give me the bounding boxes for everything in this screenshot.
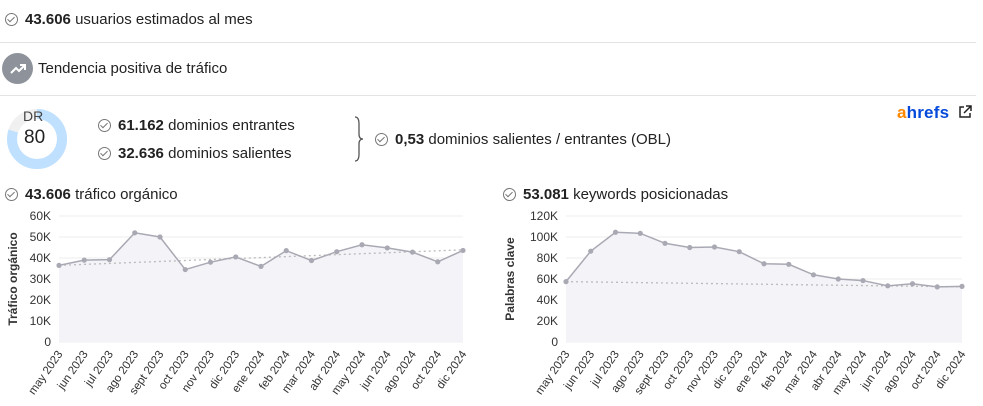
- data-point[interactable]: [56, 262, 62, 268]
- trending-up-icon: [2, 53, 33, 84]
- external-link-icon: [959, 105, 972, 118]
- y-tick-label: 10K: [30, 314, 51, 328]
- x-tick-label: may 2023: [27, 349, 66, 397]
- data-point[interactable]: [308, 257, 315, 264]
- traffic-label: tráfico orgánico: [75, 186, 178, 203]
- traffic-value: 43.606: [25, 186, 71, 203]
- obl-value: 0,53: [395, 131, 425, 148]
- dr-gauge-fill: [7, 109, 67, 169]
- data-point[interactable]: [435, 259, 441, 265]
- data-point[interactable]: [835, 276, 841, 282]
- data-point[interactable]: [106, 257, 113, 263]
- data-point[interactable]: [588, 248, 594, 254]
- y-axis-label: Palabras clave: [503, 237, 517, 321]
- y-tick-label: 40K: [30, 251, 51, 265]
- check-circle-icon: [5, 13, 18, 26]
- keywords-header: 53.081 keywords posicionadas: [503, 186, 728, 203]
- data-point[interactable]: [81, 257, 87, 263]
- dr-label: DR: [23, 108, 44, 124]
- data-point[interactable]: [637, 230, 643, 236]
- brace-icon: [354, 116, 364, 162]
- y-tick-label: 20K: [30, 293, 51, 307]
- data-point[interactable]: [207, 259, 214, 265]
- incoming-domains-value: 61.162: [118, 117, 164, 134]
- check-circle-icon: [503, 188, 516, 201]
- data-point[interactable]: [612, 229, 619, 235]
- check-circle-icon: [98, 147, 111, 160]
- data-point[interactable]: [384, 245, 390, 251]
- keywords-value: 53.081: [523, 186, 569, 203]
- traffic-header: 43.606 tráfico orgánico: [5, 186, 178, 203]
- trend-line: [58, 249, 464, 266]
- check-circle-icon: [375, 133, 388, 146]
- series-area: [59, 232, 463, 342]
- y-tick-label: 20K: [537, 314, 558, 328]
- data-point[interactable]: [563, 279, 569, 285]
- incoming-domains-label: dominios entrantes: [168, 117, 295, 134]
- data-point[interactable]: [409, 249, 416, 255]
- keywords-chart: Palabras clave 0 20K 40K 60K 80K 100K 120K may 2…: [503, 209, 969, 397]
- monthly-users-row: 43.606 usuarios estimados al mes: [5, 11, 253, 28]
- data-point[interactable]: [132, 230, 138, 236]
- data-point[interactable]: [786, 261, 792, 267]
- dr-value: 80: [24, 127, 46, 148]
- traffic-chart: Tráfico orgánico 0 10K 20K 30K 40K 50K 60K may 2…: [6, 209, 470, 397]
- y-tick-label: 60K: [30, 209, 51, 223]
- check-circle-icon: [5, 188, 18, 201]
- ahrefs-logo-text: hrefs: [906, 103, 950, 122]
- divider: [0, 95, 976, 96]
- data-point[interactable]: [258, 263, 264, 269]
- data-point[interactable]: [885, 283, 891, 289]
- trend-row: Tendencia positiva de tráfico: [2, 53, 227, 84]
- y-tick-label: 80K: [537, 251, 558, 265]
- data-point[interactable]: [157, 234, 163, 240]
- y-tick-label: 30K: [30, 272, 51, 286]
- data-point[interactable]: [687, 244, 693, 251]
- outgoing-domains-row: 32.636 dominios salientes: [98, 145, 291, 162]
- incoming-domains-row: 61.162 dominios entrantes: [98, 117, 295, 134]
- data-point[interactable]: [860, 277, 866, 284]
- y-tick-label: 0: [551, 335, 558, 349]
- obl-row: 0,53 dominios salientes / entrantes (OBL…: [375, 131, 671, 148]
- y-tick-label: 120K: [530, 209, 558, 223]
- outgoing-domains-label: dominios salientes: [168, 145, 292, 162]
- check-circle-icon: [98, 119, 111, 132]
- keywords-label: keywords posicionadas: [573, 186, 729, 203]
- data-point[interactable]: [711, 244, 718, 250]
- x-tick-label: may 2023: [534, 349, 573, 397]
- y-tick-label: 60K: [537, 272, 558, 286]
- obl-label: dominios salientes / entrantes (OBL): [428, 131, 671, 148]
- data-point[interactable]: [909, 281, 916, 287]
- y-tick-label: 50K: [30, 230, 51, 244]
- ahrefs-logo-accent: a: [897, 103, 907, 122]
- divider: [0, 42, 976, 43]
- data-point[interactable]: [283, 248, 289, 254]
- y-tick-label: 0: [44, 335, 51, 349]
- y-tick-label: 100K: [530, 230, 558, 244]
- data-point[interactable]: [810, 272, 817, 278]
- data-point[interactable]: [233, 254, 239, 260]
- y-tick-label: 40K: [537, 293, 558, 307]
- monthly-users-value: 43.606: [25, 11, 71, 28]
- monthly-users-label: usuarios estimados al mes: [75, 11, 253, 28]
- trend-line: [565, 280, 963, 288]
- trend-label: Tendencia positiva de tráfico: [38, 60, 228, 77]
- data-point[interactable]: [934, 284, 940, 290]
- data-point[interactable]: [662, 240, 668, 246]
- data-point[interactable]: [182, 266, 188, 273]
- data-point[interactable]: [736, 249, 742, 255]
- ahrefs-link[interactable]: ahrefs: [897, 103, 972, 123]
- data-point[interactable]: [334, 249, 340, 255]
- data-point[interactable]: [359, 242, 365, 248]
- y-axis-label: Tráfico orgánico: [6, 232, 20, 325]
- outgoing-domains-value: 32.636: [118, 145, 164, 162]
- data-point[interactable]: [959, 283, 965, 289]
- data-point[interactable]: [761, 261, 767, 267]
- dr-gauge: [7, 109, 67, 169]
- data-point[interactable]: [460, 247, 466, 254]
- series-area: [566, 232, 962, 342]
